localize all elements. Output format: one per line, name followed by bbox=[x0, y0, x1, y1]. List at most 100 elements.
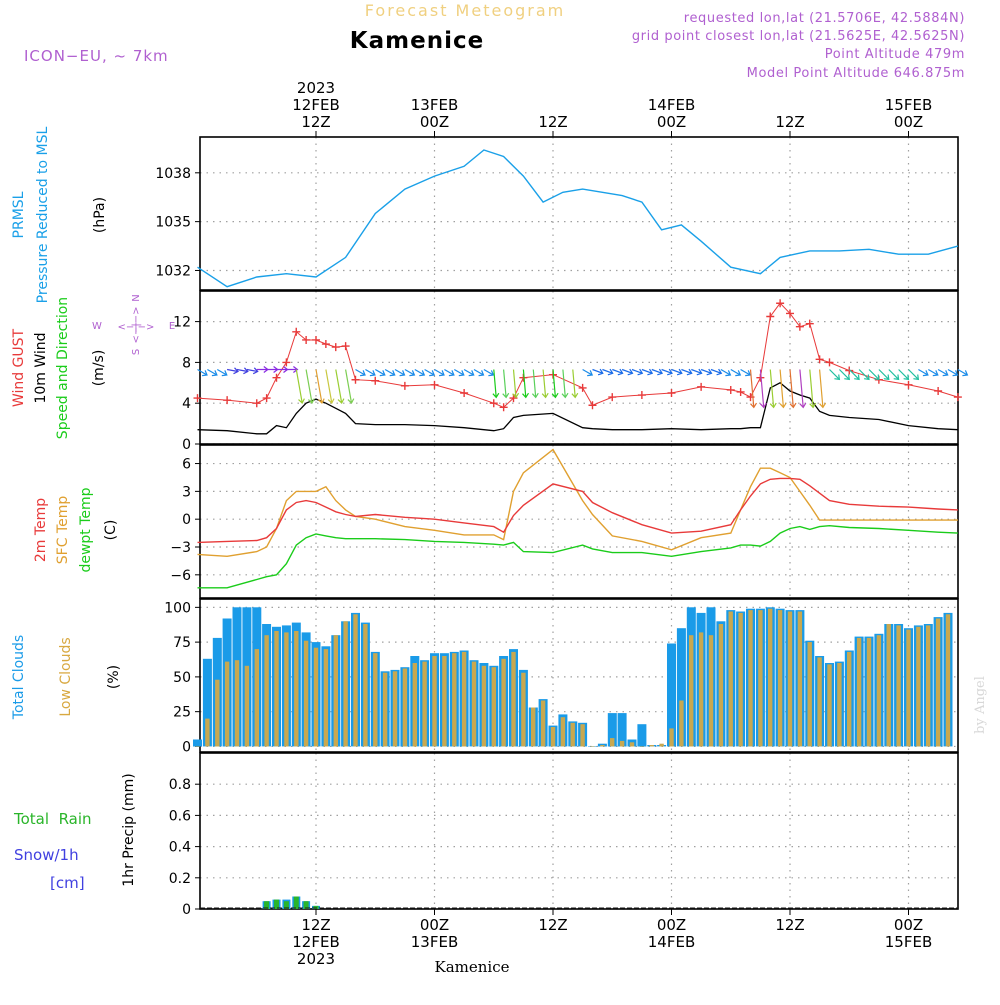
wind-direction-arrow bbox=[561, 369, 569, 399]
bottom-time-label: 00Z bbox=[894, 916, 923, 934]
low-cloud-bar bbox=[768, 608, 773, 747]
wind-direction-arrow bbox=[226, 367, 239, 375]
wind-direction-arrow bbox=[730, 368, 742, 377]
gust-marker bbox=[252, 399, 261, 408]
wind-direction-arrow bbox=[888, 369, 900, 381]
wind-direction-arrow bbox=[769, 369, 777, 409]
wind-direction-arrow bbox=[236, 367, 249, 375]
dewpoint-line bbox=[197, 524, 958, 589]
wind-direction-arrow bbox=[216, 368, 228, 377]
total-cloud-bar bbox=[676, 628, 686, 747]
low-cloud-bar bbox=[540, 700, 546, 747]
low-cloud-bar bbox=[926, 625, 931, 747]
low-cloud-bar bbox=[432, 656, 437, 747]
low-cloud-bar bbox=[718, 624, 724, 747]
wind-direction-arrow bbox=[947, 368, 959, 377]
wind-direction-arrow bbox=[355, 368, 366, 377]
wind-direction-arrow bbox=[700, 368, 713, 376]
wind-direction-arrow bbox=[305, 369, 315, 404]
wind-label-dir: Speed and Direction bbox=[55, 297, 71, 439]
low-cloud-bar bbox=[244, 665, 250, 747]
temp-ytick-label: −6 bbox=[170, 568, 191, 584]
wind-direction-arrow bbox=[838, 369, 851, 381]
model-name: ICON−EU, ~ 7km bbox=[24, 47, 169, 65]
low-cloud-bar bbox=[698, 632, 704, 747]
clouds-label-total: Total Clouds bbox=[11, 635, 27, 720]
wind-direction-arrow bbox=[404, 368, 416, 377]
wind-ytick-label: 4 bbox=[182, 396, 191, 412]
compass-w: W bbox=[92, 321, 102, 332]
wind-direction-arrow bbox=[848, 369, 860, 381]
gust-marker bbox=[805, 319, 814, 328]
compass-s: S bbox=[131, 349, 142, 355]
compass-n: N bbox=[131, 294, 142, 301]
top-time-label: 13FEB bbox=[411, 96, 458, 114]
bottom-time-label: 14FEB bbox=[648, 933, 695, 951]
wind-direction-arrow bbox=[384, 368, 396, 377]
sfc-temp-line bbox=[197, 448, 958, 558]
wind-panel-labels: Wind GUST 10m Wind Speed and Direction (… bbox=[11, 294, 175, 439]
wind-direction-arrow bbox=[671, 368, 683, 376]
wind-direction-arrow bbox=[502, 369, 510, 399]
wind-panel: 0 4 8 12 bbox=[173, 290, 969, 453]
gust-marker bbox=[223, 396, 232, 405]
compass-rose: N S W E <−|−> <−|−> bbox=[92, 294, 175, 355]
pressure-ytick-label: 1038 bbox=[155, 166, 191, 182]
low-cloud-bar bbox=[896, 625, 901, 747]
low-cloud-bar bbox=[866, 637, 872, 747]
wind-direction-arrow bbox=[266, 366, 279, 373]
wind-direction-arrow bbox=[858, 369, 870, 381]
wind-direction-arrow bbox=[691, 368, 703, 376]
top-time-label: 12Z bbox=[301, 113, 330, 131]
low-cloud-bar bbox=[215, 679, 220, 747]
low-cloud-bar bbox=[639, 746, 645, 747]
clouds-ytick-label: 25 bbox=[173, 705, 191, 721]
wind-direction-arrow bbox=[522, 369, 530, 399]
temp-label-sfc: SFC Temp bbox=[55, 496, 71, 565]
low-cloud-bar bbox=[363, 624, 368, 747]
precip-rain-bar bbox=[283, 901, 289, 909]
precip-ytick-label: 0.6 bbox=[169, 808, 191, 824]
wind-label-10m: 10m Wind bbox=[33, 332, 49, 403]
bottom-time-label: 12Z bbox=[775, 916, 804, 934]
low-cloud-bar bbox=[669, 728, 674, 747]
low-cloud-bar bbox=[945, 614, 951, 747]
wind-direction-arrow bbox=[512, 369, 520, 399]
gust-marker bbox=[193, 394, 202, 403]
gust-marker bbox=[825, 358, 834, 367]
pressure-ytick-label: 1035 bbox=[155, 215, 191, 231]
low-cloud-bar bbox=[224, 661, 230, 747]
low-cloud-bar bbox=[382, 672, 388, 747]
gust-marker bbox=[815, 355, 824, 364]
bottom-time-label: 12Z bbox=[538, 916, 567, 934]
low-cloud-bar bbox=[935, 618, 941, 747]
low-cloud-bar bbox=[550, 727, 556, 747]
top-time-label: 12Z bbox=[775, 113, 804, 131]
top-time-label: 15FEB bbox=[885, 96, 932, 114]
compass-arrows-h: <−|−> bbox=[118, 322, 155, 333]
model-altitude: Model Point Altitude 646.875m bbox=[747, 66, 965, 81]
pressure-unit: (hPa) bbox=[92, 197, 108, 233]
wind-direction-arrow bbox=[937, 368, 949, 377]
clouds-ytick-label: 0 bbox=[182, 739, 191, 755]
wind-ytick-label: 8 bbox=[182, 355, 191, 371]
gust-marker bbox=[341, 342, 350, 351]
wind-direction-arrow bbox=[927, 368, 939, 377]
gust-marker bbox=[795, 322, 804, 331]
wind-direction-arrow bbox=[789, 369, 797, 409]
gust-marker bbox=[608, 393, 617, 402]
pressure-panel-labels: PRMSL Pressure Reduced to MSL (hPa) bbox=[11, 126, 108, 303]
clouds-frame bbox=[199, 598, 959, 753]
gust-marker bbox=[302, 335, 311, 344]
bottom-time-label: 2023 bbox=[297, 950, 335, 968]
low-cloud-bar bbox=[787, 611, 793, 747]
precip-unit: 1hr Precip (mm) bbox=[121, 773, 137, 886]
location-title: Kamenice bbox=[350, 28, 484, 54]
low-cloud-bar bbox=[807, 642, 812, 747]
product-title: Forecast Meteogram bbox=[365, 1, 565, 20]
top-time-label: 12FEB bbox=[292, 96, 339, 114]
gust-marker bbox=[371, 376, 380, 385]
wind-direction-arrow bbox=[740, 368, 752, 377]
low-cloud-bar bbox=[817, 657, 822, 747]
precip-rain-bar bbox=[303, 901, 309, 909]
